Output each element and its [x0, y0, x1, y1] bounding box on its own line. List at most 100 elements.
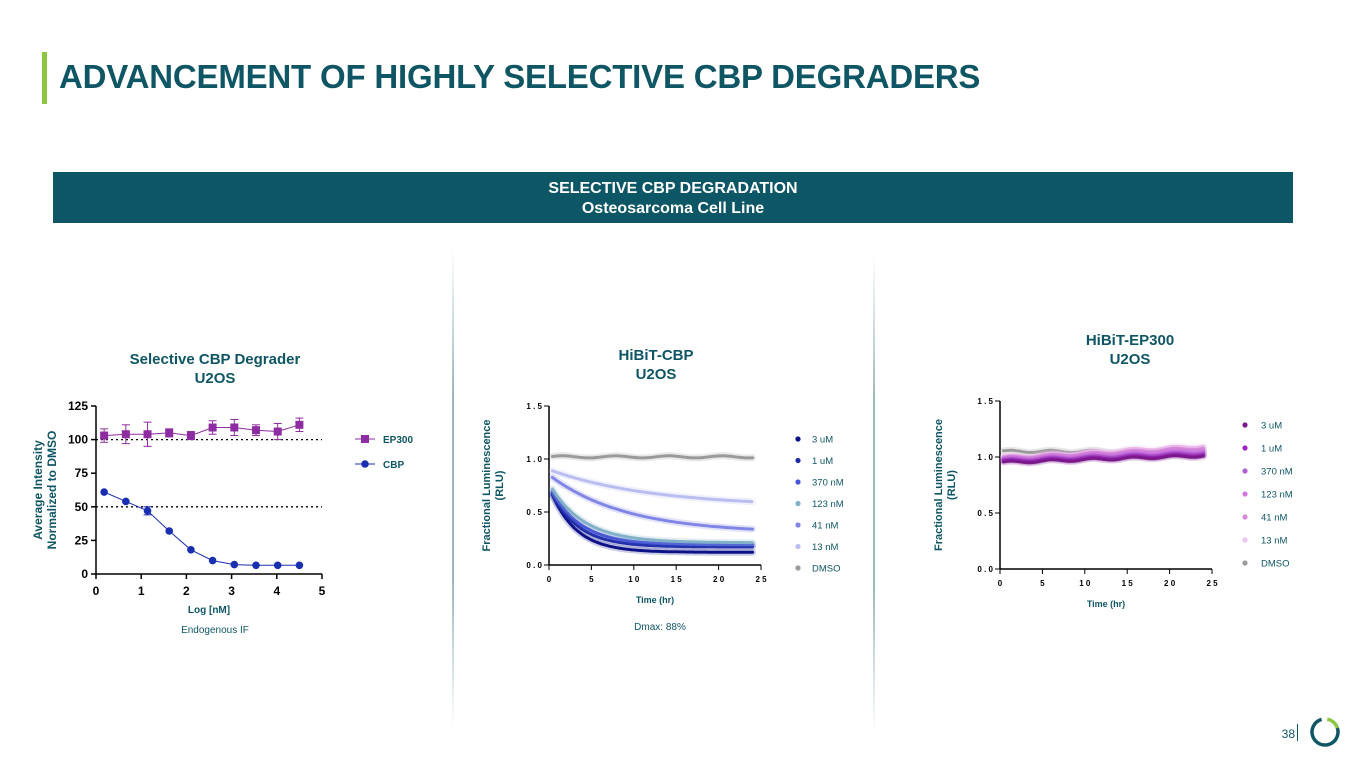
chart2-title: HiBiT-CBP U2OS — [556, 346, 756, 384]
chart2-legend-marker — [795, 479, 801, 485]
chart3-legend-marker — [1242, 491, 1248, 497]
chart1-cbp-curve — [103, 491, 300, 566]
chart2-13-nm-series — [550, 469, 754, 504]
chart1-ep300-point — [100, 431, 109, 440]
chart1-x-tick-label: 1 — [138, 584, 145, 598]
chart3-y-label-line1: Fractional Luminescence — [933, 419, 945, 551]
chart1-cbp-point — [187, 546, 195, 554]
chart3-y-tick-label: 0 . 5 — [977, 509, 993, 518]
chart1-ep300-point — [230, 423, 239, 432]
chart2-legend-123-nm: 123 nM — [812, 499, 844, 510]
chart2-legend-41-nm: 41 nM — [812, 521, 838, 532]
chart2-legend-marker — [795, 500, 801, 507]
chart2-x-tick-label: 5 — [589, 575, 594, 584]
chart1-legend-cbp: CBP — [383, 460, 404, 471]
chart1-y-tick-label: 75 — [75, 466, 89, 480]
title-accent-bar — [42, 52, 47, 104]
chart3-legend-41-nm: 41 nM — [1261, 513, 1287, 524]
page-title: ADVANCEMENT OF HIGHLY SELECTIVE CBP DEGR… — [59, 58, 981, 95]
chart2-y-label-line2: (RLU) — [494, 470, 506, 500]
chart3-legend-3-um: 3 uM — [1261, 421, 1282, 432]
chart3-legend-1-um: 1 uM — [1261, 444, 1282, 455]
chart3-legend-marker — [1242, 422, 1248, 428]
chart2-legend-dmso: DMSO — [812, 564, 841, 575]
chart1-y-tick-label: 25 — [75, 533, 89, 547]
chart3-legend-13-nm: 13 nM — [1261, 536, 1287, 547]
chart1-y-label-line1: Average Intensity — [31, 440, 45, 540]
chart3-title-line1: HiBiT-EP300 — [1085, 332, 1175, 349]
chart1-x-tick-label: 5 — [319, 584, 326, 598]
chart3-legend-123-nm: 123 nM — [1261, 490, 1293, 501]
chart2-dmso-series — [550, 454, 754, 460]
chart2-123-nm-series — [550, 487, 754, 545]
chart1-cbp-point — [165, 527, 174, 535]
chart1-title: Selective CBP Degrader U2OS — [100, 350, 330, 388]
chart2-370-nm-series — [550, 490, 754, 547]
chart3-legend-marker — [1242, 537, 1248, 543]
chart1-title-line2: U2OS — [194, 370, 236, 387]
section-banner: SELECTIVE CBP DEGRADATION Osteosarcoma C… — [53, 172, 1293, 223]
chart3-title: HiBiT-EP300 U2OS — [1030, 331, 1230, 369]
chart3-y-tick-label: 1 . 0 — [977, 453, 993, 462]
chart1-ep300-point — [121, 430, 130, 439]
chart1-ep300-point — [295, 420, 304, 429]
chart2-legend-1-um: 1 uM — [812, 456, 833, 467]
chart1-caption: Endogenous IF — [181, 625, 249, 636]
chart3-x-tick-label: 1 5 — [1122, 579, 1134, 588]
chart2-title-line2: U2OS — [635, 366, 677, 383]
chart1-x-tick-label: 0 — [93, 584, 100, 598]
chart2-x-tick-label: 1 5 — [671, 575, 683, 584]
chart1-ep300-point — [208, 423, 217, 432]
chart2-x-tick-label: 1 0 — [628, 575, 640, 584]
ring-logo-icon — [1310, 717, 1340, 747]
chart2-y-tick-label: 0 . 5 — [526, 508, 542, 517]
chart3-legend-marker — [1242, 514, 1248, 520]
chart3-x-tick-label: 1 0 — [1079, 579, 1091, 588]
chart1-y-label-line2: Normalized to DMSO — [45, 431, 59, 550]
chart1-cbp-point — [122, 497, 130, 506]
panel-divider-1 — [452, 248, 454, 728]
chart1-legend-marker — [361, 435, 369, 443]
chart1-legend-ep300: EP300 — [383, 435, 413, 446]
chart1-cbp-point — [230, 560, 239, 569]
chart2-legend-13-nm: 13 nM — [812, 542, 838, 553]
chart2-y-tick-label: 1 . 5 — [526, 402, 542, 411]
chart1-ep300-point — [186, 431, 195, 440]
chart1-ep300-curve — [104, 424, 300, 437]
chart2-x-label: Time (hr) — [636, 595, 674, 605]
chart2-legend-marker — [795, 457, 801, 464]
page-number: 38 — [1281, 727, 1295, 741]
chart2-x-tick-label: 0 — [547, 575, 552, 584]
chart1-ep300-point — [165, 428, 174, 437]
chart3-x-tick-label: 2 0 — [1164, 579, 1176, 588]
chart1-y-tick-label: 100 — [68, 433, 88, 447]
panel-divider-2 — [873, 255, 875, 733]
chart1-ep300-point — [143, 430, 152, 439]
chart2-caption: Dmax: 88% — [634, 622, 686, 633]
chart2-41-nm-series — [550, 475, 754, 531]
chart2-legend-370-nm: 370 nM — [812, 478, 844, 489]
chart1-ep300-point — [252, 426, 261, 435]
chart3-x-tick-label: 5 — [1040, 579, 1045, 588]
chart2-1-um-series — [550, 492, 754, 549]
chart2-legend-marker — [795, 522, 801, 528]
chart3-title-line2: U2OS — [1109, 351, 1151, 368]
chart1-y-tick-label: 125 — [68, 399, 88, 413]
chart2-y-tick-label: 0 . 0 — [526, 561, 542, 570]
chart3-3-um-series — [1001, 454, 1205, 465]
chart1-x-tick-label: 4 — [273, 584, 280, 598]
chart1-x-label: Log [nM] — [188, 605, 230, 616]
chart3-legend-marker — [1242, 560, 1248, 566]
chart2-x-tick-label: 2 0 — [713, 575, 725, 584]
chart3-x-tick-label: 0 — [998, 579, 1003, 588]
chart1-cbp-point — [100, 488, 108, 496]
banner-title: SELECTIVE CBP DEGRADATION — [548, 180, 798, 197]
chart2-legend-marker — [795, 543, 801, 550]
chart2-x-tick-label: 2 5 — [755, 575, 767, 584]
chart1-cbp-point — [252, 561, 260, 570]
chart3-legend-370-nm: 370 nM — [1261, 467, 1293, 478]
chart3-legend-marker — [1242, 468, 1248, 474]
chart1-x-tick-label: 2 — [183, 584, 190, 598]
chart2-legend-marker — [795, 436, 801, 442]
